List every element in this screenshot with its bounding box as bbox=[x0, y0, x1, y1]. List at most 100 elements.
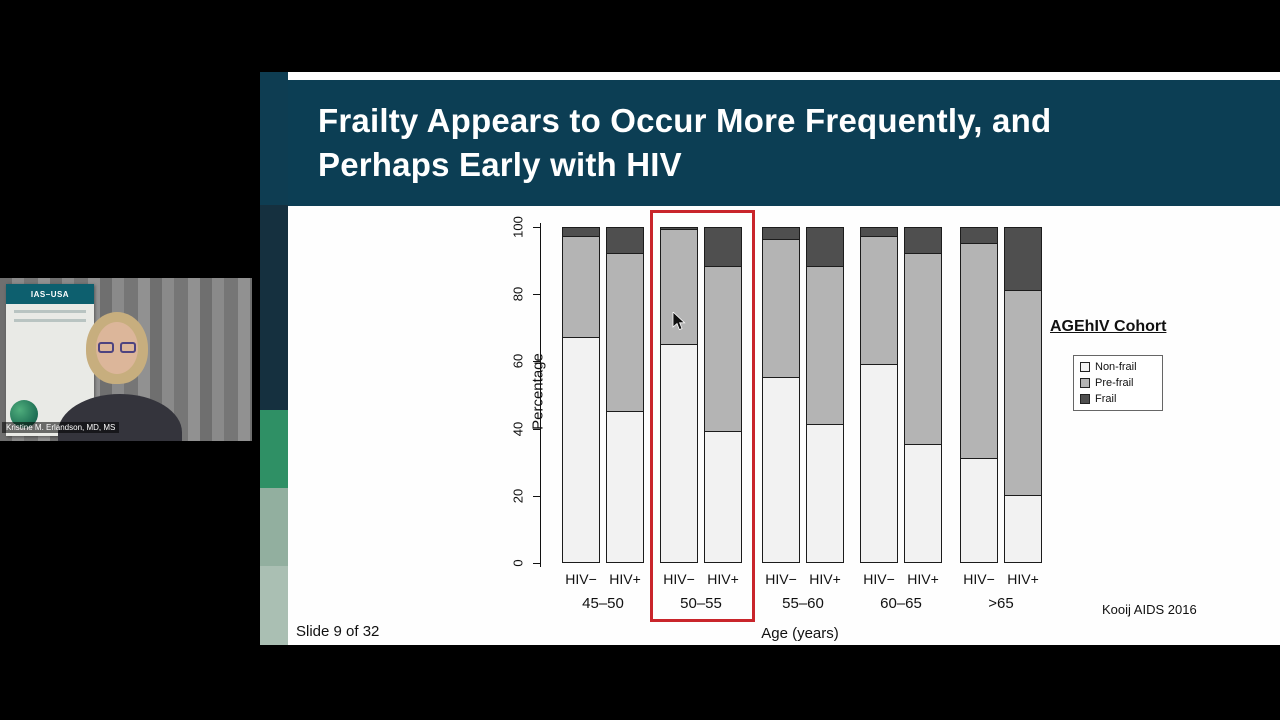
accent-strip-segment bbox=[260, 205, 288, 410]
bar-label: HIV− bbox=[663, 571, 695, 587]
y-tick-label: 60 bbox=[510, 354, 526, 369]
accent-strip-segment bbox=[260, 566, 288, 645]
banner-graphic-line bbox=[14, 310, 86, 313]
y-axis-label: Percentage bbox=[529, 353, 547, 430]
bar-segment-frail bbox=[904, 227, 942, 254]
bar-segment-pre-frail bbox=[960, 243, 998, 459]
legend-swatch-frail bbox=[1080, 394, 1090, 404]
bar-segment-non-frail bbox=[606, 411, 644, 563]
banner-graphic-line bbox=[14, 319, 86, 322]
ias-usa-logo: IAS–USA bbox=[6, 284, 94, 304]
bar-label: HIV+ bbox=[1007, 571, 1039, 587]
y-tick bbox=[533, 495, 540, 497]
bar-segment-pre-frail bbox=[1004, 290, 1042, 496]
y-tick-label: 40 bbox=[510, 421, 526, 436]
y-axis bbox=[540, 223, 541, 567]
speaker-name-label: Kristine M. Erlandson, MD, MS bbox=[2, 422, 120, 433]
bar-segment-non-frail bbox=[904, 445, 942, 563]
legend-swatch-non-frail bbox=[1080, 362, 1090, 372]
group-label: >65 bbox=[988, 595, 1014, 612]
y-tick-label: 20 bbox=[510, 488, 526, 504]
bar-segment-non-frail bbox=[660, 344, 698, 563]
bar-segment-frail bbox=[860, 227, 898, 238]
bar-segment-frail bbox=[806, 227, 844, 268]
bar-label: HIV− bbox=[863, 571, 895, 587]
accent-strip-segment bbox=[260, 488, 288, 566]
group-label: 45–50 bbox=[582, 595, 624, 612]
bar-60–65 HIV+ bbox=[904, 227, 942, 563]
mouse-cursor bbox=[672, 312, 686, 331]
y-tick-label: 0 bbox=[510, 559, 526, 567]
y-tick bbox=[533, 563, 540, 564]
group-label: 50–55 bbox=[680, 595, 722, 612]
bar-segment-non-frail bbox=[1004, 495, 1042, 563]
bar-60–65 HIV− bbox=[860, 227, 898, 563]
y-tick-label: 100 bbox=[510, 216, 526, 238]
bar-label: HIV+ bbox=[907, 571, 939, 587]
slide-title-line2: Perhaps Early with HIV bbox=[318, 146, 682, 183]
speaker-face bbox=[96, 322, 138, 374]
speaker-video[interactable]: IAS–USA Kristine M. Erlandson, MD, MS bbox=[0, 278, 252, 441]
legend-entry: Frail bbox=[1080, 393, 1156, 405]
legend-entry: Pre-frail bbox=[1080, 377, 1156, 389]
bar-segment-pre-frail bbox=[904, 253, 942, 446]
bar-label: HIV+ bbox=[609, 571, 641, 587]
bar-segment-frail bbox=[762, 227, 800, 241]
y-tick-label: 80 bbox=[510, 286, 526, 302]
bar-segment-pre-frail bbox=[860, 237, 898, 365]
y-tick bbox=[533, 428, 540, 430]
bar-segment-pre-frail bbox=[606, 253, 644, 412]
bar-segment-frail bbox=[704, 227, 742, 268]
accent-strip-segment bbox=[260, 410, 288, 488]
bar-55–60 HIV+ bbox=[806, 227, 844, 563]
citation: Kooij AIDS 2016 bbox=[1102, 602, 1197, 617]
bar-segment-pre-frail bbox=[806, 267, 844, 426]
bar-55–60 HIV− bbox=[762, 227, 800, 563]
chart-legend: Non-frail Pre-frail Frail bbox=[1073, 355, 1163, 411]
bar-45–50 HIV+ bbox=[606, 227, 644, 563]
group-label: 55–60 bbox=[782, 595, 824, 612]
bar-segment-frail bbox=[562, 227, 600, 238]
group-label: 60–65 bbox=[880, 595, 922, 612]
y-tick bbox=[533, 361, 540, 363]
bar->65 HIV+ bbox=[1004, 227, 1042, 563]
bar-segment-non-frail bbox=[860, 364, 898, 563]
bar-label: HIV− bbox=[963, 571, 995, 587]
bar-segment-frail bbox=[606, 227, 644, 254]
legend-label: Non-frail bbox=[1095, 361, 1137, 373]
slide-accent-strip bbox=[260, 72, 288, 645]
bar-label: HIV− bbox=[565, 571, 597, 587]
bar-segment-non-frail bbox=[762, 378, 800, 563]
bar-segment-non-frail bbox=[806, 425, 844, 563]
bar-segment-non-frail bbox=[960, 458, 998, 563]
bar-label: HIV+ bbox=[707, 571, 739, 587]
accent-strip-segment bbox=[260, 72, 288, 205]
bar-segment-frail bbox=[960, 227, 998, 244]
bar-segment-pre-frail bbox=[562, 237, 600, 338]
bar-segment-non-frail bbox=[704, 431, 742, 563]
legend-label: Frail bbox=[1095, 393, 1117, 405]
bar-segment-pre-frail bbox=[704, 267, 742, 432]
slide-title-bar: Frailty Appears to Occur More Frequently… bbox=[288, 80, 1280, 206]
bar-50–55 HIV− bbox=[660, 227, 698, 563]
bar-segment-pre-frail bbox=[762, 240, 800, 379]
bar-segment-frail bbox=[660, 227, 698, 231]
bar-label: HIV+ bbox=[809, 571, 841, 587]
y-tick bbox=[533, 294, 540, 296]
speaker-glasses bbox=[98, 342, 136, 354]
slide-title-line1: Frailty Appears to Occur More Frequently… bbox=[318, 102, 1052, 139]
legend-entry: Non-frail bbox=[1080, 361, 1156, 373]
x-axis-label: Age (years) bbox=[761, 625, 839, 642]
legend-label: Pre-frail bbox=[1095, 377, 1134, 389]
bar-segment-non-frail bbox=[562, 337, 600, 563]
legend-swatch-pre-frail bbox=[1080, 378, 1090, 388]
bar->65 HIV− bbox=[960, 227, 998, 563]
bar-50–55 HIV+ bbox=[704, 227, 742, 563]
y-tick bbox=[533, 227, 540, 228]
slide-counter: Slide 9 of 32 bbox=[296, 623, 380, 640]
bar-45–50 HIV− bbox=[562, 227, 600, 563]
bar-label: HIV− bbox=[765, 571, 797, 587]
presentation-slide: Frailty Appears to Occur More Frequently… bbox=[288, 72, 1280, 645]
legend-title: AGEhIV Cohort bbox=[1050, 318, 1167, 335]
